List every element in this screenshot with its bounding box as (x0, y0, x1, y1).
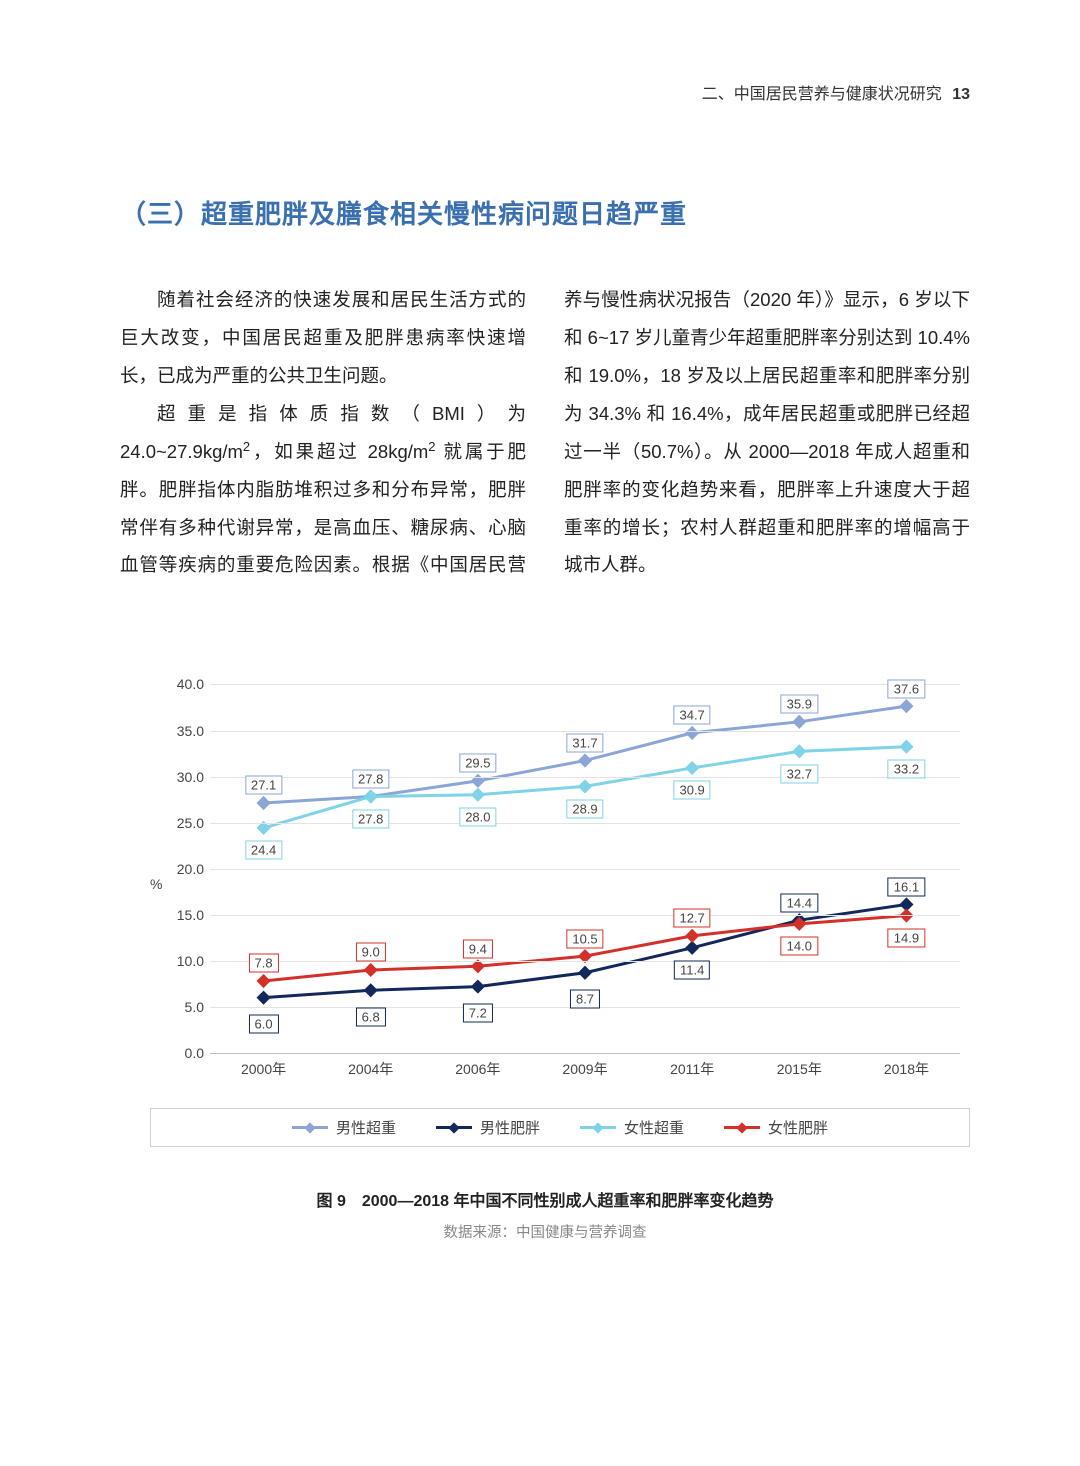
figure-caption: 图 9 2000—2018 年中国不同性别成人超重率和肥胖率变化趋势 (150, 1187, 940, 1211)
data-label: 35.9 (781, 695, 818, 714)
data-label: 33.2 (888, 760, 925, 779)
data-label: 8.7 (570, 990, 600, 1009)
x-tick: 2018年 (884, 1059, 929, 1079)
data-label: 27.1 (245, 776, 282, 795)
data-label: 31.7 (566, 733, 603, 752)
legend-item: 男性超重 (292, 1117, 396, 1138)
plot-area: 0.05.010.015.020.025.030.035.040.02000年2… (210, 684, 960, 1054)
running-header: 二、中国居民营养与健康状况研究 13 (120, 80, 970, 104)
legend-label: 女性超重 (624, 1117, 684, 1138)
data-label: 27.8 (352, 769, 389, 788)
y-tick: 5.0 (160, 999, 204, 1015)
data-label: 7.2 (463, 1003, 493, 1022)
legend-swatch (436, 1126, 472, 1129)
x-tick: 2006年 (455, 1059, 500, 1079)
y-tick: 25.0 (160, 815, 204, 831)
legend-swatch (580, 1126, 616, 1129)
data-label: 14.9 (888, 928, 925, 947)
y-tick: 15.0 (160, 907, 204, 923)
data-label: 14.0 (781, 937, 818, 956)
chart-legend: 男性超重 男性肥胖 女性超重 女性肥胖 (150, 1108, 970, 1147)
y-axis-label: % (150, 876, 162, 892)
x-tick: 2009年 (562, 1059, 607, 1079)
x-tick: 2000年 (241, 1059, 286, 1079)
data-label: 10.5 (566, 929, 603, 948)
data-label: 12.7 (673, 909, 710, 928)
data-label: 16.1 (888, 877, 925, 896)
figure-9: % 0.05.010.015.020.025.030.035.040.02000… (120, 674, 970, 1242)
figure-source: 数据来源：中国健康与营养调查 (150, 1221, 940, 1242)
legend-swatch (724, 1126, 760, 1129)
body-text: 随着社会经济的快速发展和居民生活方式的巨大改变，中国居民超重及肥胖患病率快速增长… (120, 281, 970, 584)
data-label: 28.0 (459, 808, 496, 827)
data-label: 37.6 (888, 679, 925, 698)
data-label: 9.4 (463, 939, 493, 958)
legend-label: 男性肥胖 (480, 1117, 540, 1138)
data-label: 32.7 (781, 764, 818, 783)
y-tick: 20.0 (160, 861, 204, 877)
y-tick: 10.0 (160, 953, 204, 969)
y-tick: 40.0 (160, 676, 204, 692)
data-label: 11.4 (674, 961, 710, 980)
page-number: 13 (952, 86, 970, 103)
data-label: 6.0 (249, 1015, 279, 1034)
data-label: 34.7 (673, 706, 710, 725)
legend-label: 男性超重 (336, 1117, 396, 1138)
legend-label: 女性肥胖 (768, 1117, 828, 1138)
data-label: 14.4 (781, 893, 818, 912)
data-label: 7.8 (249, 954, 279, 973)
y-tick: 35.0 (160, 723, 204, 739)
data-label: 30.9 (673, 781, 710, 800)
legend-swatch (292, 1126, 328, 1129)
data-label: 6.8 (356, 1007, 386, 1026)
x-tick: 2011年 (670, 1059, 714, 1079)
x-tick: 2004年 (348, 1059, 393, 1079)
y-tick: 30.0 (160, 769, 204, 785)
data-label: 29.5 (459, 754, 496, 773)
section-title: （三）超重肥胖及膳食相关慢性病问题日趋严重 (120, 194, 970, 231)
legend-item: 女性肥胖 (724, 1117, 828, 1138)
legend-item: 男性肥胖 (436, 1117, 540, 1138)
section-label: 二、中国居民营养与健康状况研究 (702, 86, 942, 103)
legend-item: 女性超重 (580, 1117, 684, 1138)
data-label: 24.4 (245, 841, 282, 860)
data-label: 27.8 (352, 809, 389, 828)
data-label: 9.0 (356, 943, 386, 962)
x-tick: 2015年 (777, 1059, 822, 1079)
chart-area: % 0.05.010.015.020.025.030.035.040.02000… (150, 674, 970, 1094)
y-tick: 0.0 (160, 1045, 204, 1061)
data-label: 28.9 (566, 799, 603, 818)
